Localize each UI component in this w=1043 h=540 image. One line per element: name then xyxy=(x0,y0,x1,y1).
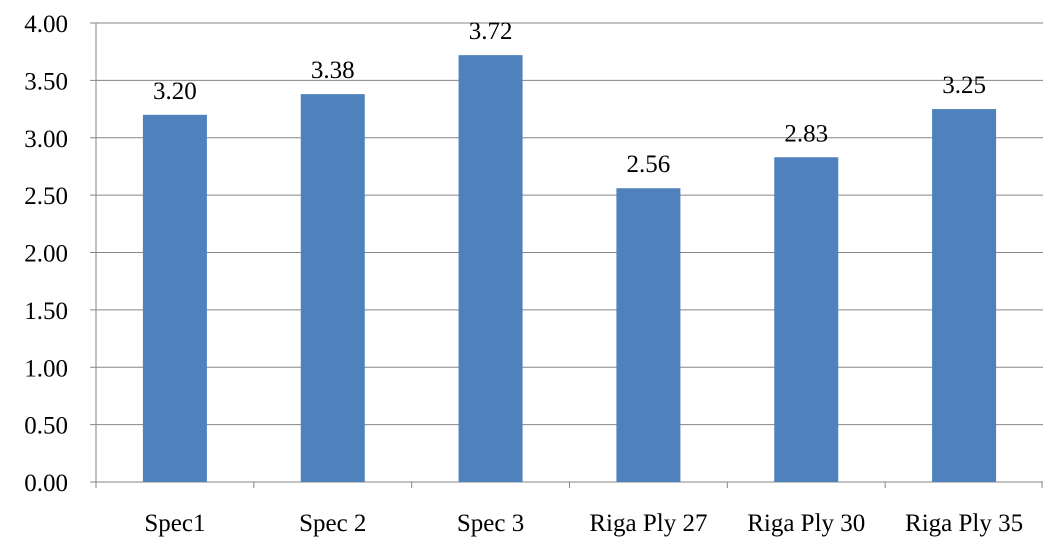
axes xyxy=(90,22,1043,488)
data-label: 3.38 xyxy=(311,57,355,84)
data-label: 3.20 xyxy=(153,78,197,105)
bar xyxy=(142,114,207,483)
y-tick-label: 3.00 xyxy=(24,126,68,153)
x-category-label: Spec1 xyxy=(144,510,205,537)
data-label: 3.72 xyxy=(469,18,513,45)
y-tick-label: 1.00 xyxy=(24,355,68,382)
y-tick-label: 0.00 xyxy=(24,470,68,497)
x-category-label: Riga Ply 35 xyxy=(905,510,1023,537)
x-category-label: Spec 3 xyxy=(457,510,524,537)
bar xyxy=(774,157,839,482)
data-label: 2.56 xyxy=(627,151,671,178)
bar xyxy=(300,94,365,483)
x-category-label: Riga Ply 27 xyxy=(589,510,707,537)
y-tick-label: 1.50 xyxy=(24,298,68,325)
y-tick-label: 2.00 xyxy=(24,241,68,268)
y-tick-label: 0.50 xyxy=(24,413,68,440)
y-tick-label: 4.00 xyxy=(24,11,68,38)
bar xyxy=(932,109,997,482)
bars xyxy=(142,55,997,483)
data-label: 3.25 xyxy=(942,72,986,99)
labels: 0.00 0.50 1.00 1.50 2.00 2.50 3.00 3.50 4.00 3.20… xyxy=(24,11,1023,537)
bar xyxy=(458,55,523,482)
x-category-label: Spec 2 xyxy=(299,510,366,537)
gridlines xyxy=(96,22,1043,426)
bar xyxy=(616,188,681,483)
y-tick-label: 2.50 xyxy=(24,183,68,210)
y-tick-label: 3.50 xyxy=(24,68,68,95)
data-label: 2.83 xyxy=(784,120,828,147)
x-category-label: Riga Ply 30 xyxy=(747,510,865,537)
